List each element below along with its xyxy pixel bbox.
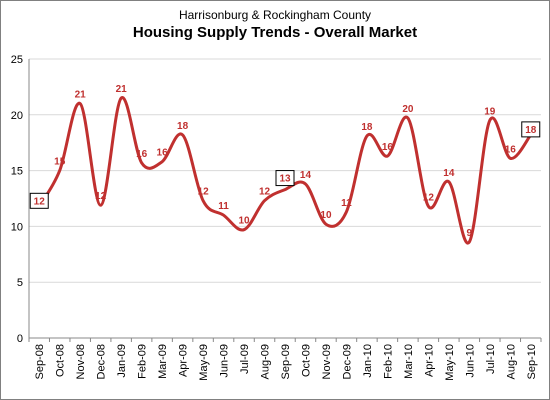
x-tick-label: Jul-09: [239, 344, 251, 374]
data-label: 16: [505, 144, 517, 155]
data-label: 9: [467, 228, 473, 239]
data-label: 16: [382, 142, 394, 153]
x-tick-label: Nov-08: [75, 344, 87, 379]
data-label: 15: [54, 157, 66, 168]
x-tick-label: Mar-10: [403, 344, 415, 379]
x-tick-label: Sep-10: [526, 344, 538, 379]
data-label: 13: [279, 174, 291, 185]
y-tick-label: 25: [11, 54, 23, 66]
data-label: 12: [259, 187, 271, 198]
data-label: 12: [198, 187, 210, 198]
x-tick-label: Feb-10: [382, 344, 394, 379]
x-tick-label: Jan-10: [362, 344, 374, 378]
x-tick-label: Jun-09: [219, 344, 231, 378]
x-tick-label: Apr-09: [178, 344, 190, 377]
x-tick-label: Dec-08: [96, 344, 108, 379]
data-label: 12: [95, 191, 107, 202]
x-tick-label: May-09: [198, 344, 210, 381]
data-label: 10: [238, 216, 250, 227]
data-label: 10: [320, 210, 332, 221]
data-label: 19: [484, 106, 496, 117]
x-tick-label: Sep-08: [34, 344, 46, 379]
data-label: 16: [157, 148, 169, 159]
x-tick-label: May-10: [444, 344, 456, 381]
y-tick-label: 0: [17, 333, 23, 345]
chart-title: Housing Supply Trends - Overall Market: [132, 24, 418, 41]
data-label: 14: [443, 168, 455, 179]
y-tick-label: 10: [11, 221, 23, 233]
x-tick-label: Aug-10: [505, 344, 517, 379]
x-tick-label: Mar-09: [157, 344, 169, 379]
series-line: [37, 96, 533, 245]
data-label: 18: [361, 122, 373, 133]
data-label-box: [29, 192, 49, 209]
x-tick-label: Oct-09: [300, 344, 312, 377]
x-tick-label: Jul-10: [485, 344, 497, 374]
y-tick-label: 5: [17, 277, 23, 289]
x-tick-label: Sep-09: [280, 344, 292, 379]
x-tick-label: Feb-09: [137, 344, 149, 379]
y-tick-label: 20: [11, 110, 23, 122]
data-label: 18: [177, 121, 189, 132]
data-label: 18: [525, 125, 537, 136]
data-label: 16: [136, 149, 148, 160]
x-tick-label: Aug-09: [260, 344, 272, 379]
data-label: 21: [116, 84, 128, 95]
data-label: 14: [300, 170, 312, 181]
data-label: 21: [75, 90, 87, 101]
data-label-box: [275, 170, 295, 187]
x-tick-label: Dec-09: [341, 344, 353, 379]
data-label: 20: [402, 104, 414, 115]
x-tick-label: Jan-09: [116, 344, 128, 378]
x-tick-label: Apr-10: [423, 344, 435, 377]
y-tick-label: 15: [11, 166, 23, 178]
data-label: 11: [341, 198, 352, 209]
data-label: 11: [218, 201, 229, 212]
chart-subtitle: Harrisonburg & Rockingham County: [178, 8, 372, 22]
x-tick-label: Oct-08: [55, 344, 67, 377]
x-tick-label: Nov-09: [321, 344, 333, 379]
data-label: 12: [34, 196, 46, 207]
data-label-box: [521, 121, 541, 138]
data-label: 12: [423, 192, 435, 203]
x-tick-label: Jun-10: [464, 344, 476, 378]
